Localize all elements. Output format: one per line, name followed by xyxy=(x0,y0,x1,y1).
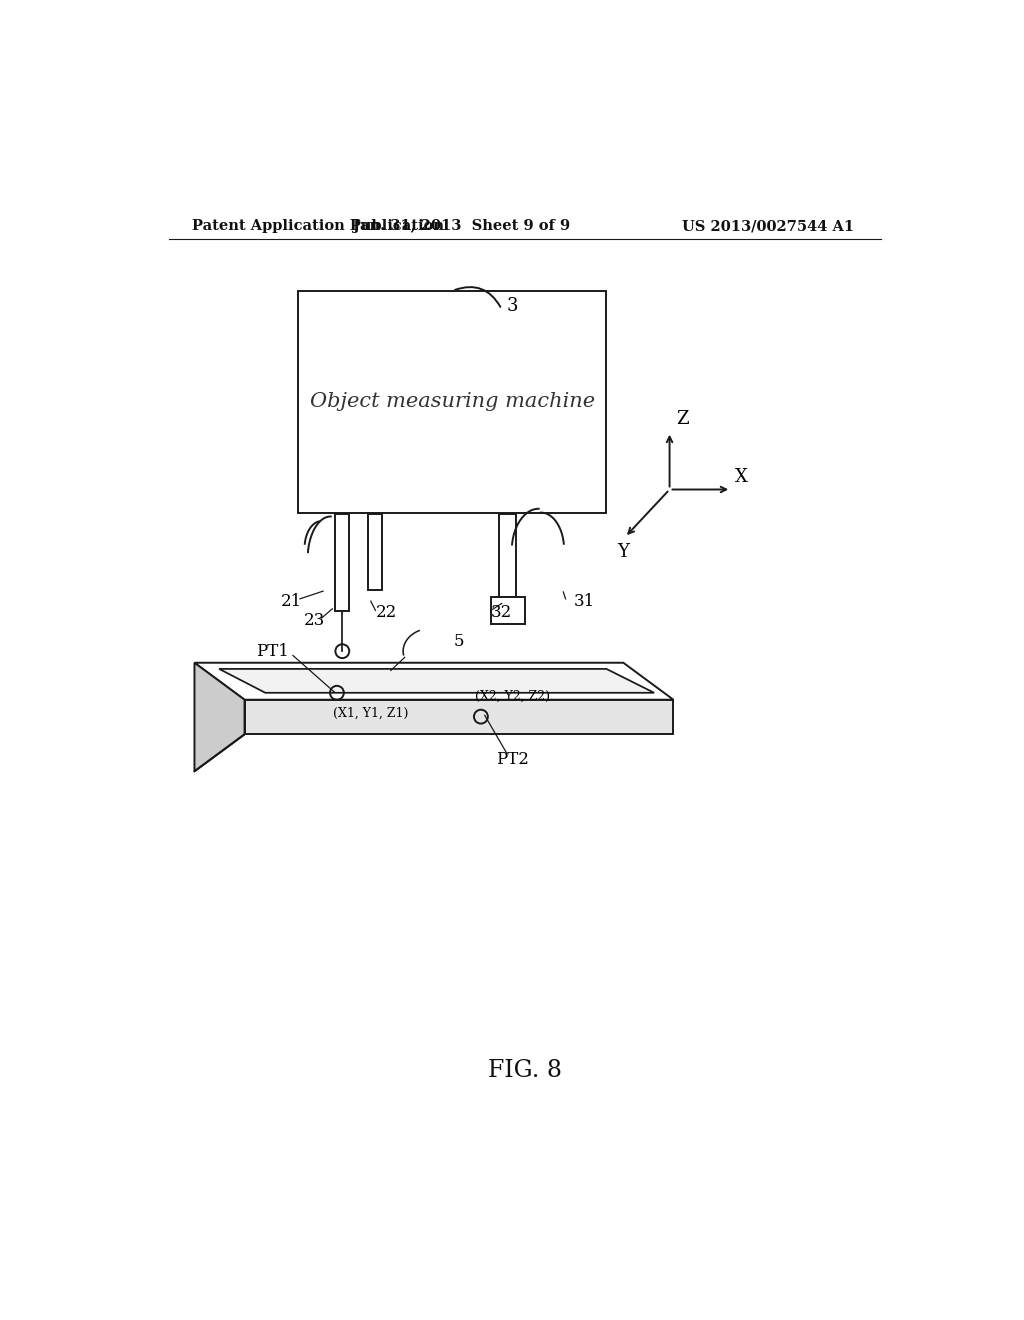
Bar xyxy=(500,515,516,598)
Text: PT2: PT2 xyxy=(497,751,529,767)
Text: X: X xyxy=(735,467,748,486)
Text: Object measuring machine: Object measuring machine xyxy=(310,392,595,412)
Text: Y: Y xyxy=(617,544,629,561)
Bar xyxy=(336,515,349,611)
Text: 3: 3 xyxy=(506,297,518,315)
Polygon shape xyxy=(195,663,674,700)
Bar xyxy=(369,515,382,590)
Polygon shape xyxy=(245,700,674,734)
Text: (X2, Y2, Z2): (X2, Y2, Z2) xyxy=(475,690,550,702)
Text: Z: Z xyxy=(676,411,688,428)
Text: FIG. 8: FIG. 8 xyxy=(487,1060,562,1082)
Text: 31: 31 xyxy=(573,593,595,610)
Text: 22: 22 xyxy=(376,605,396,622)
Text: PT1: PT1 xyxy=(256,643,289,660)
Bar xyxy=(490,597,525,624)
Polygon shape xyxy=(195,663,245,771)
Text: 21: 21 xyxy=(281,593,302,610)
Text: 32: 32 xyxy=(490,605,512,622)
Text: 23: 23 xyxy=(304,612,325,628)
Text: US 2013/0027544 A1: US 2013/0027544 A1 xyxy=(682,219,854,234)
Text: (X1, Y1, Z1): (X1, Y1, Z1) xyxy=(333,706,409,719)
Text: Patent Application Publication: Patent Application Publication xyxy=(193,219,444,234)
Polygon shape xyxy=(219,669,654,693)
Text: 5: 5 xyxy=(454,634,465,651)
Bar xyxy=(298,290,606,512)
Text: Jan. 31, 2013  Sheet 9 of 9: Jan. 31, 2013 Sheet 9 of 9 xyxy=(353,219,570,234)
